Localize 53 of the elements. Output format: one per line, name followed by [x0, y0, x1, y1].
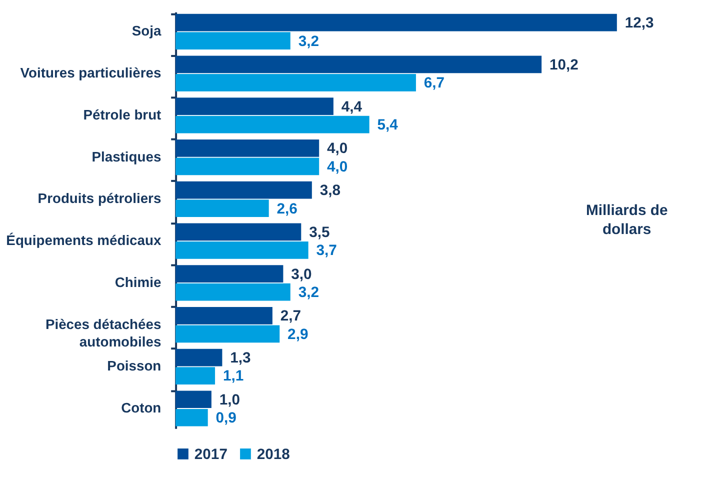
bar [176, 367, 216, 384]
data-label: 3,5 [309, 224, 330, 241]
bar [176, 242, 308, 259]
bar [176, 181, 312, 199]
data-label: 5,4 [377, 118, 399, 134]
bar [176, 348, 222, 366]
data-label: 3,2 [298, 285, 319, 301]
data-label: 1,0 [219, 392, 240, 408]
y-tick-label: Plastiques [92, 148, 162, 164]
bar [176, 306, 272, 324]
legend-label: 2017 [194, 446, 228, 463]
data-label: 0,9 [216, 410, 236, 427]
data-label: 4,0 [327, 141, 348, 158]
data-label: 6,7 [424, 76, 445, 92]
y-tick-label: Chimie [114, 274, 162, 290]
data-label: 1,3 [230, 350, 251, 366]
data-label: 3,7 [316, 243, 337, 260]
y-tick-label: Pièces détachées automobiles [45, 316, 162, 350]
data-label: 4,0 [327, 159, 348, 176]
data-label: 3,8 [320, 183, 341, 200]
data-label: 3,0 [291, 266, 312, 283]
legend-label: 2018 [256, 446, 290, 463]
y-tick-label: Voitures particulières [20, 64, 162, 81]
bar [176, 140, 320, 157]
bar [176, 98, 334, 115]
bar [176, 390, 212, 408]
bar [176, 32, 290, 50]
y-tick-label: Produits pétroliers [38, 190, 162, 206]
bar [176, 283, 290, 301]
y-tick-label: Coton [121, 399, 162, 416]
data-label: 10,2 [549, 57, 578, 74]
bar [176, 200, 269, 217]
bar [176, 14, 617, 32]
data-label: 2,7 [280, 308, 302, 325]
bar [176, 74, 416, 92]
bar [176, 158, 320, 176]
data-label: 2,6 [276, 201, 298, 218]
data-label: 2,9 [288, 326, 308, 343]
bar [176, 56, 542, 74]
bar [176, 325, 280, 343]
bar [176, 265, 284, 282]
bar [176, 116, 370, 134]
data-label: 1,1 [222, 368, 244, 385]
y-tick-label: Pétrole brut [83, 106, 162, 122]
annotation: Milliards de dollars [586, 203, 668, 238]
bar [176, 408, 208, 426]
y-tick-label: Poisson [107, 358, 162, 374]
data-label: 4,4 [341, 99, 363, 116]
bar [176, 223, 302, 241]
y-tick-label: Équipements médicaux [6, 232, 162, 248]
y-tick-label: Soja [132, 22, 162, 39]
data-label: 3,2 [298, 34, 319, 50]
data-label: 12,3 [624, 16, 654, 32]
